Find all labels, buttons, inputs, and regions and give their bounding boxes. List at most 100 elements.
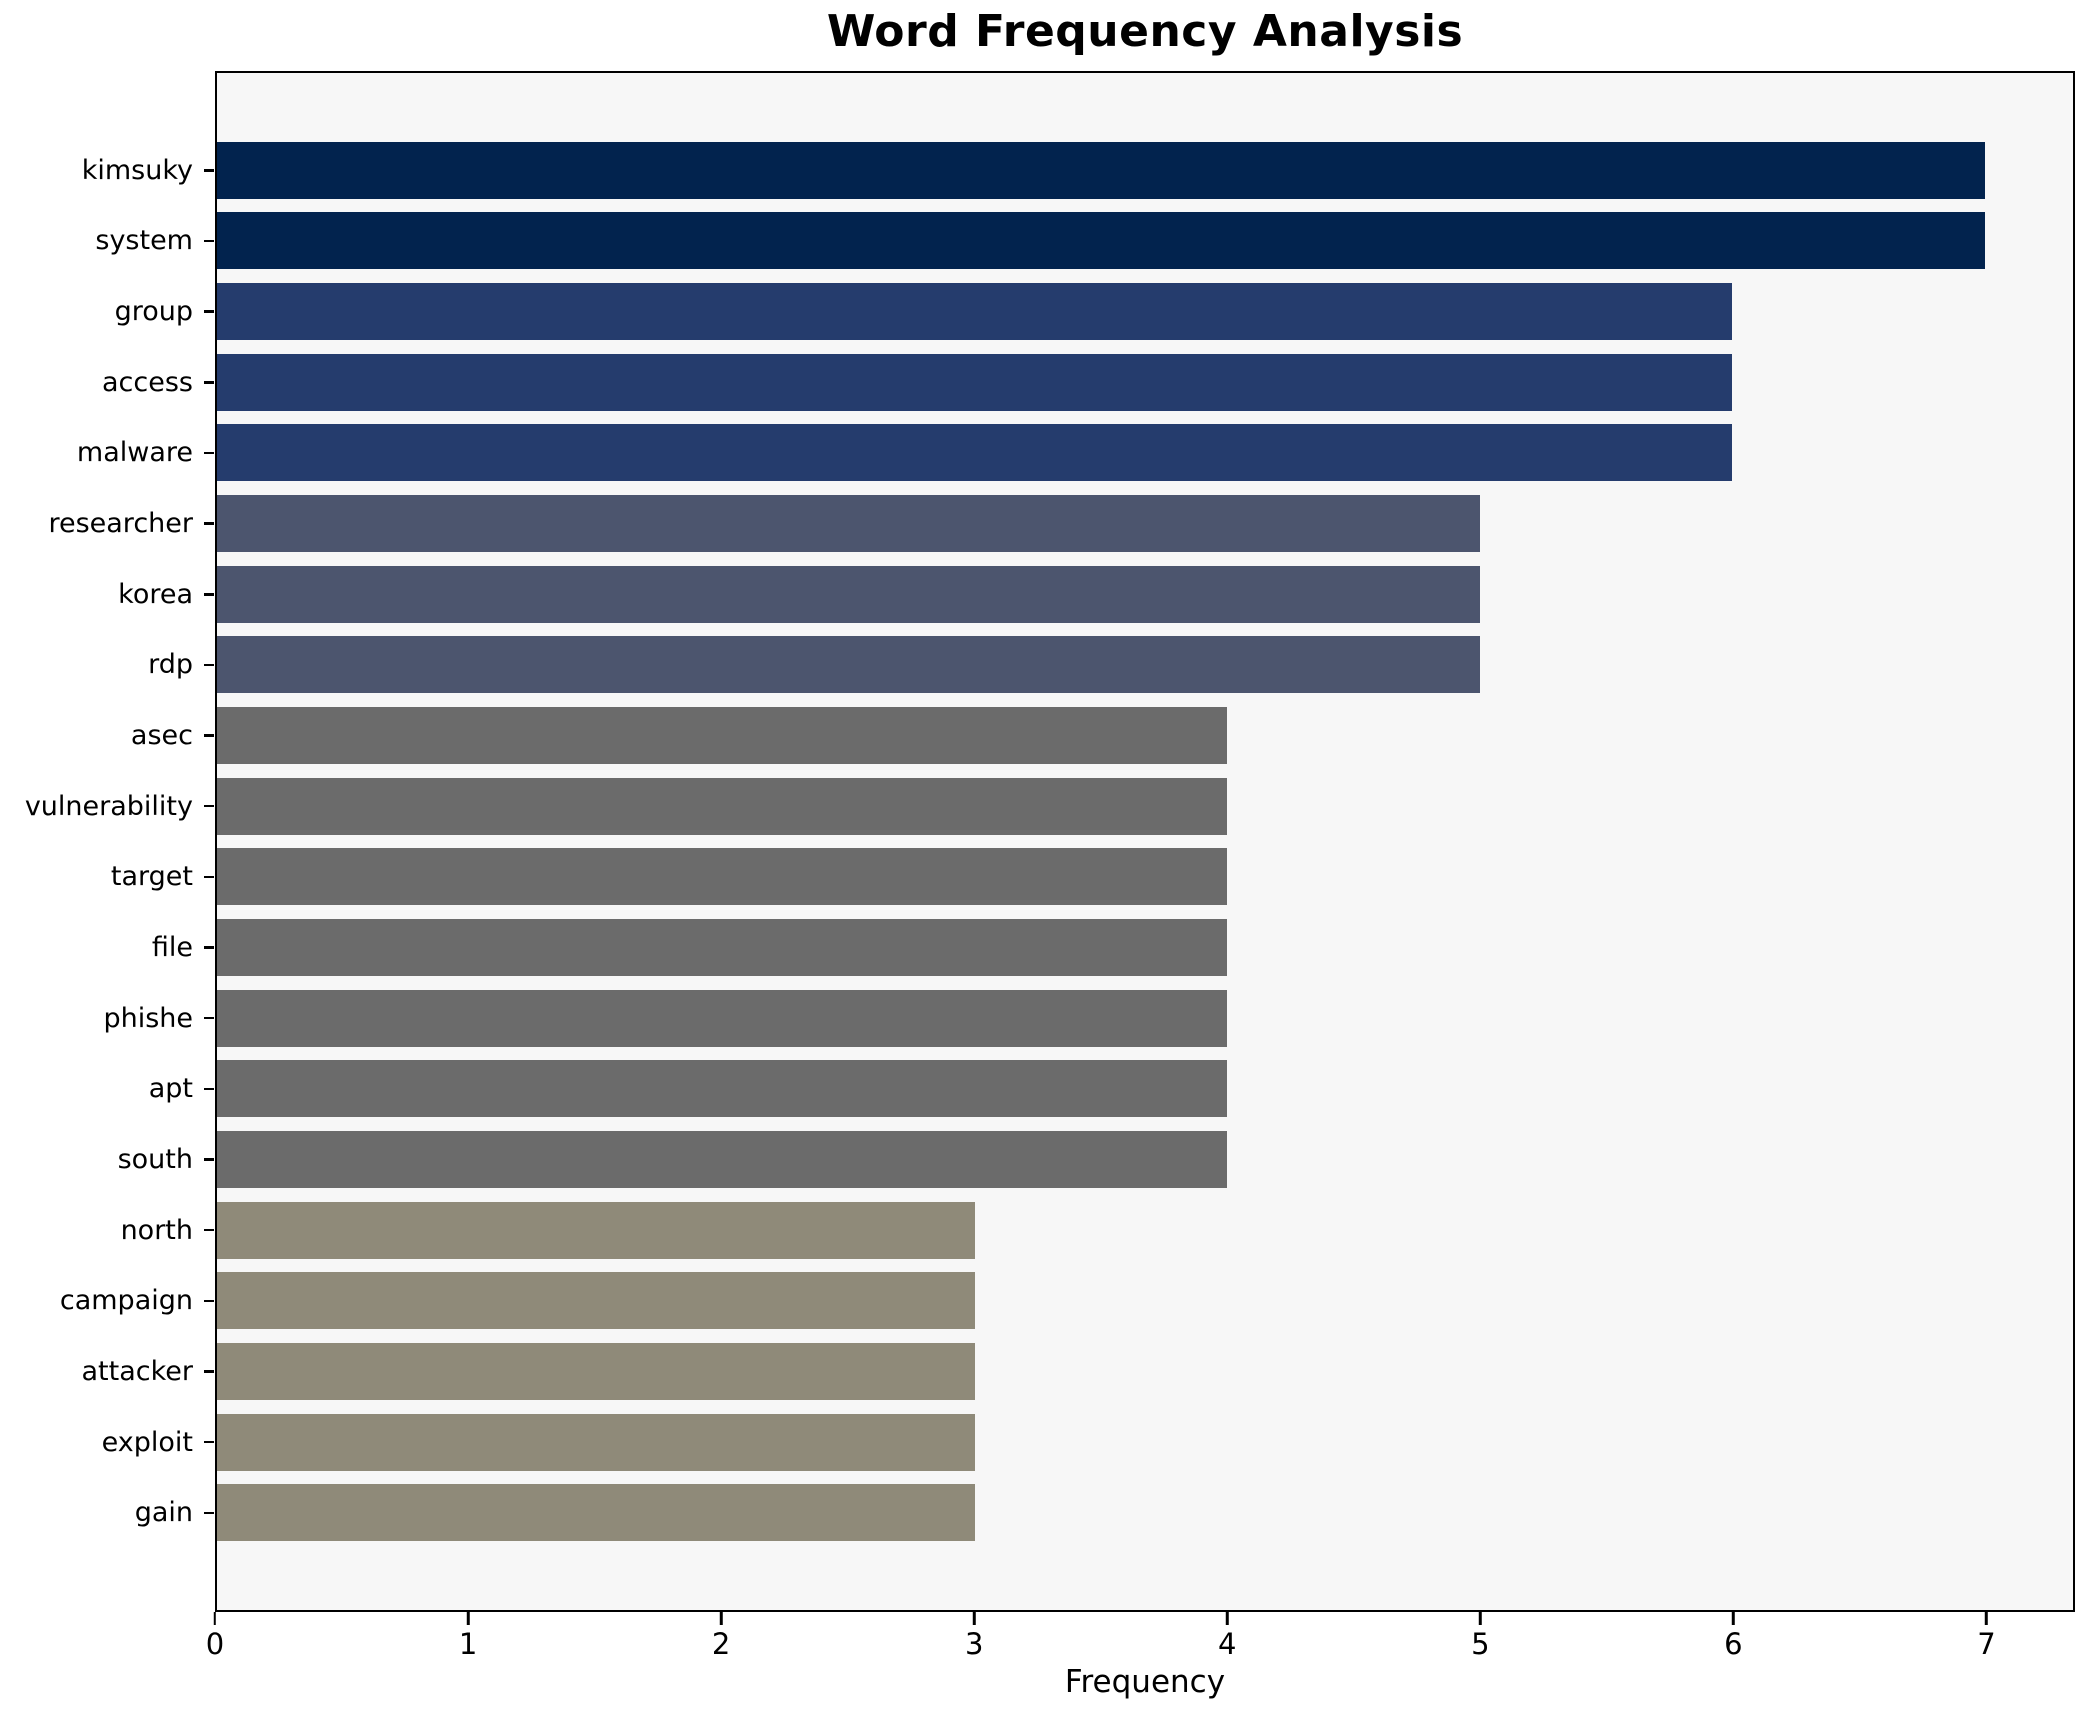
x-tick-label: 3 xyxy=(964,1627,984,1661)
x-tick: 0 xyxy=(206,1612,224,1659)
y-axis-label: north xyxy=(120,1214,193,1246)
bar-rows: kimsuky system group access malware researche… xyxy=(25,135,2073,1548)
y-tick-mark xyxy=(204,1511,214,1515)
frequency-bar-attacker xyxy=(217,1342,975,1400)
y-axis-label: file xyxy=(151,932,193,964)
x-tick-mark xyxy=(1225,1612,1229,1625)
bar-row: system xyxy=(95,206,2073,277)
chart-title: Word Frequency Analysis xyxy=(826,6,1464,57)
x-tick-mark xyxy=(1479,1612,1482,1625)
y-tick-mark xyxy=(204,239,214,243)
y-tick-mark xyxy=(204,875,214,879)
y-tick-mark xyxy=(204,1370,214,1373)
y-axis-label: kimsuky xyxy=(81,154,193,186)
y-tick-mark xyxy=(204,1228,214,1232)
frequency-bar-campaign xyxy=(217,1272,975,1330)
bar-row: korea xyxy=(118,559,2073,630)
y-tick-mark xyxy=(204,169,214,172)
y-axis-label: campaign xyxy=(59,1285,193,1317)
frequency-bar-asec xyxy=(217,707,1228,765)
x-tick: 7 xyxy=(1977,1612,1996,1661)
bar-row: malware xyxy=(77,418,2073,489)
frequency-bar-vulnerability xyxy=(217,777,1228,835)
x-tick-mark xyxy=(1985,1612,1988,1625)
bar-row: file xyxy=(152,912,2073,983)
bar-row: kimsuky xyxy=(82,135,2073,206)
y-axis-label: access xyxy=(102,366,193,398)
bar-row: rdp xyxy=(148,630,2073,701)
x-tick: 4 xyxy=(1218,1612,1236,1659)
y-axis-label: asec xyxy=(130,720,193,752)
x-tick: 3 xyxy=(965,1612,983,1659)
bar-row: asec xyxy=(131,700,2073,771)
bar-row: phishe xyxy=(103,983,2073,1054)
bar-row: exploit xyxy=(102,1407,2073,1478)
bar-row: attacker xyxy=(82,1336,2073,1407)
bar-row: researcher xyxy=(48,488,2073,559)
frequency-bar-target xyxy=(217,848,1228,906)
frequency-bar-exploit xyxy=(217,1413,975,1471)
y-axis-label: attacker xyxy=(81,1355,194,1387)
y-tick-mark xyxy=(204,1016,214,1020)
x-tick-label: 0 xyxy=(205,1627,225,1661)
frequency-bar-gain xyxy=(217,1484,975,1542)
y-tick-mark xyxy=(204,1087,214,1091)
y-axis-label: exploit xyxy=(101,1426,193,1458)
x-tick-label: 6 xyxy=(1724,1627,1743,1661)
x-tick: 6 xyxy=(1724,1612,1743,1661)
frequency-bar-south xyxy=(217,1131,1228,1189)
x-tick-label: 4 xyxy=(1218,1627,1237,1661)
bar-row: target xyxy=(111,842,2073,913)
bar-row: access xyxy=(102,347,2073,418)
y-axis-label: phishe xyxy=(103,1002,193,1034)
frequency-bar-group xyxy=(217,283,1733,341)
frequency-bar-rdp xyxy=(217,636,1480,694)
y-axis-label: south xyxy=(117,1144,193,1176)
x-tick: 1 xyxy=(459,1612,477,1659)
frequency-bar-file xyxy=(217,919,1228,977)
x-tick-label: 5 xyxy=(1471,1627,1490,1661)
y-tick-mark xyxy=(204,451,214,455)
y-axis-label: group xyxy=(114,296,193,328)
y-tick-mark xyxy=(204,310,214,313)
bar-row: vulnerability xyxy=(25,771,2073,842)
x-tick-mark xyxy=(213,1612,217,1625)
x-tick-label: 7 xyxy=(1977,1627,1996,1661)
y-axis-label: target xyxy=(110,861,193,893)
x-axis-ticks: 0 1 2 3 4 5 6 7 xyxy=(206,1612,2075,1672)
x-tick-mark xyxy=(972,1612,976,1625)
bar-row: gain xyxy=(135,1477,2073,1548)
y-axis-label: gain xyxy=(134,1497,193,1529)
bar-row: north xyxy=(121,1195,2073,1266)
y-axis-label: malware xyxy=(76,437,193,469)
frequency-bar-malware xyxy=(217,424,1733,482)
bar-row: apt xyxy=(149,1054,2073,1125)
frequency-bar-north xyxy=(217,1201,975,1259)
frequency-bar-kimsuky xyxy=(217,141,1985,199)
y-axis-label: apt xyxy=(148,1073,193,1105)
bar-row: campaign xyxy=(60,1266,2073,1337)
y-axis-label: system xyxy=(95,225,193,257)
y-axis-label: vulnerability xyxy=(24,790,193,822)
bar-row: south xyxy=(118,1124,2073,1195)
y-axis-label: rdp xyxy=(148,649,193,681)
frequency-bar-phishe xyxy=(217,989,1228,1047)
y-tick-mark xyxy=(204,1440,214,1444)
frequency-bar-system xyxy=(217,212,1985,270)
frequency-bar-korea xyxy=(217,565,1480,623)
bar-row: group xyxy=(115,276,2073,347)
y-tick-mark xyxy=(204,804,214,808)
frequency-bar-access xyxy=(217,353,1733,411)
x-tick-mark xyxy=(466,1612,470,1625)
x-tick: 2 xyxy=(712,1612,730,1659)
y-tick-mark xyxy=(204,381,214,384)
x-tick-label: 2 xyxy=(711,1627,731,1661)
x-tick-mark xyxy=(719,1612,723,1625)
plot-area: kimsuky system group access malware researche… xyxy=(25,71,2075,1612)
y-tick-mark xyxy=(204,593,214,596)
x-tick-label: 1 xyxy=(458,1627,478,1661)
y-tick-mark xyxy=(204,946,214,949)
frequency-bar-researcher xyxy=(217,495,1480,553)
y-axis-label: researcher xyxy=(48,508,193,540)
